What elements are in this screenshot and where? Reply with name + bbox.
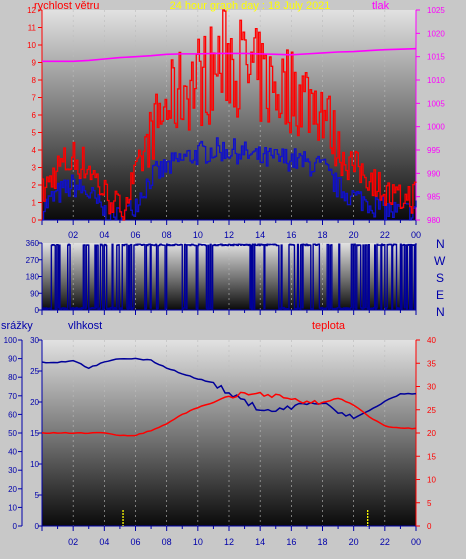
climate-x-tick-label: 14 — [255, 537, 265, 547]
temperature-tick-label: 20 — [427, 429, 436, 438]
chart-title: 24 hour graph day : 18 July 2021 — [170, 0, 331, 12]
direction-tick-label: 0 — [35, 306, 40, 315]
temperature-tick-label: 30 — [427, 383, 436, 392]
wind-x-tick-label: 16 — [286, 230, 296, 240]
pressure-tick-label: 980 — [427, 216, 441, 225]
wind-speed-tick-label: 8 — [32, 76, 37, 85]
temperature-tick-label: 0 — [427, 522, 432, 531]
humidity-tick-label: 10 — [30, 460, 39, 469]
wind-speed-tick-label: 2 — [32, 181, 37, 190]
wind-speed-tick-label: 4 — [32, 146, 37, 155]
climate-x-tick-label: 00 — [411, 537, 421, 547]
humidity-tick-label: 20 — [30, 398, 39, 407]
precip-tick-label: 20 — [8, 485, 17, 494]
climate-x-tick-label: 16 — [286, 537, 296, 547]
wind-x-tick-label: 04 — [99, 230, 109, 240]
direction-tick-label: 270 — [26, 256, 40, 265]
wind-speed-tick-label: 12 — [27, 6, 36, 15]
humidity-tick-label: 15 — [30, 429, 39, 438]
wind-speed-tick-label: 11 — [28, 24, 37, 33]
pressure-tick-label: 990 — [427, 169, 441, 178]
wind-speed-tick-label: 7 — [32, 94, 37, 103]
precip-tick-label: 10 — [8, 503, 17, 512]
climate-x-tick-label: 10 — [193, 537, 203, 547]
wind-x-tick-label: 22 — [380, 230, 390, 240]
wind-speed-tick-label: 5 — [32, 129, 37, 138]
humidity-tick-label: 25 — [30, 367, 39, 376]
direction-tick-label: 90 — [30, 289, 39, 298]
wind-speed-tick-label: 1 — [32, 199, 37, 208]
temperature-tick-label: 25 — [427, 406, 436, 415]
wind-speed-tick-label: 10 — [27, 41, 36, 50]
compass-e: E — [436, 288, 444, 302]
humidity-tick-label: 30 — [30, 336, 39, 345]
precip-tick-label: 30 — [8, 466, 17, 475]
wind-x-tick-label: 20 — [349, 230, 359, 240]
wind-x-tick-label: 02 — [68, 230, 78, 240]
climate-x-tick-label: 12 — [224, 537, 234, 547]
precip-tick-label: 80 — [8, 373, 17, 382]
pressure-tick-label: 1005 — [427, 99, 445, 108]
series-layer — [41, 9, 417, 526]
pressure-tick-label: 985 — [427, 193, 441, 202]
wind-x-tick-label: 12 — [224, 230, 234, 240]
wind-speed-tick-label: 6 — [32, 111, 37, 120]
pressure-axis-label: tlak — [372, 0, 390, 12]
pressure-tick-label: 1020 — [427, 29, 445, 38]
wind-axis-label: rychlost větru — [34, 0, 99, 12]
pressure-tick-label: 1015 — [427, 53, 445, 62]
direction-tick-label: 360 — [26, 239, 40, 248]
compass-n-top: N — [436, 237, 445, 251]
humidity-axis-label: vlhkost — [68, 320, 102, 332]
climate-x-tick-label: 04 — [99, 537, 109, 547]
precip-axis-label: srážky — [1, 320, 33, 332]
compass-n-bottom: N — [436, 305, 445, 319]
wind-x-tick-label: 14 — [255, 230, 265, 240]
pressure-line — [42, 47, 417, 63]
wind-speed-line — [42, 9, 417, 221]
precip-tick-label: 70 — [8, 392, 17, 401]
temperature-tick-label: 15 — [427, 452, 436, 461]
compass-s: S — [436, 271, 444, 285]
temperature-tick-label: 10 — [427, 476, 436, 485]
temperature-tick-label: 40 — [427, 336, 436, 345]
humidity-tick-label: 0 — [35, 522, 40, 531]
compass-w: W — [434, 254, 446, 268]
wind-x-tick-label: 00 — [411, 230, 421, 240]
pressure-tick-label: 1025 — [427, 6, 445, 15]
temperature-tick-label: 5 — [427, 499, 432, 508]
precip-tick-label: 90 — [8, 355, 17, 364]
humidity-line — [41, 357, 417, 420]
climate-x-tick-label: 08 — [162, 537, 172, 547]
precip-tick-label: 0 — [13, 522, 18, 531]
temperature-line — [41, 391, 417, 437]
wind-speed-tick-label: 9 — [32, 59, 37, 68]
temperature-tick-label: 35 — [427, 359, 436, 368]
pressure-tick-label: 1000 — [427, 123, 445, 132]
climate-x-tick-label: 22 — [380, 537, 390, 547]
precip-tick-label: 100 — [4, 336, 18, 345]
wind-base-line — [42, 137, 417, 221]
precip-tick-label: 40 — [8, 448, 17, 457]
climate-x-tick-label: 18 — [317, 537, 327, 547]
climate-x-tick-label: 20 — [349, 537, 359, 547]
pressure-tick-label: 995 — [427, 146, 441, 155]
precip-tick-label: 60 — [8, 410, 17, 419]
wind-direction-line — [42, 243, 417, 311]
wind-x-tick-label: 06 — [130, 230, 140, 240]
wind-x-tick-label: 18 — [317, 230, 327, 240]
wind-speed-tick-label: 0 — [32, 216, 37, 225]
wind-speed-tick-label: 3 — [32, 164, 37, 173]
wind-x-tick-label: 08 — [162, 230, 172, 240]
climate-x-tick-label: 06 — [130, 537, 140, 547]
precip-tick-label: 50 — [8, 429, 17, 438]
humidity-tick-label: 5 — [35, 491, 40, 500]
temp-axis-label: teplota — [312, 320, 346, 332]
wind-x-tick-label: 10 — [193, 230, 203, 240]
direction-tick-label: 180 — [26, 273, 40, 282]
climate-x-tick-label: 02 — [68, 537, 78, 547]
pressure-tick-label: 1010 — [427, 76, 445, 85]
